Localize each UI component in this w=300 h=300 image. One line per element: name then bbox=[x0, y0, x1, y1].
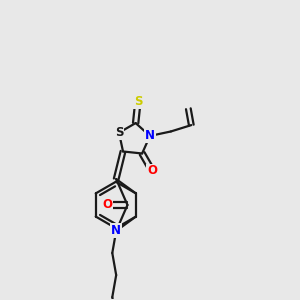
Text: S: S bbox=[115, 126, 123, 139]
Text: S: S bbox=[134, 95, 142, 108]
Text: N: N bbox=[111, 224, 121, 237]
Text: N: N bbox=[145, 129, 155, 142]
Text: O: O bbox=[102, 199, 112, 212]
Text: O: O bbox=[147, 164, 157, 178]
